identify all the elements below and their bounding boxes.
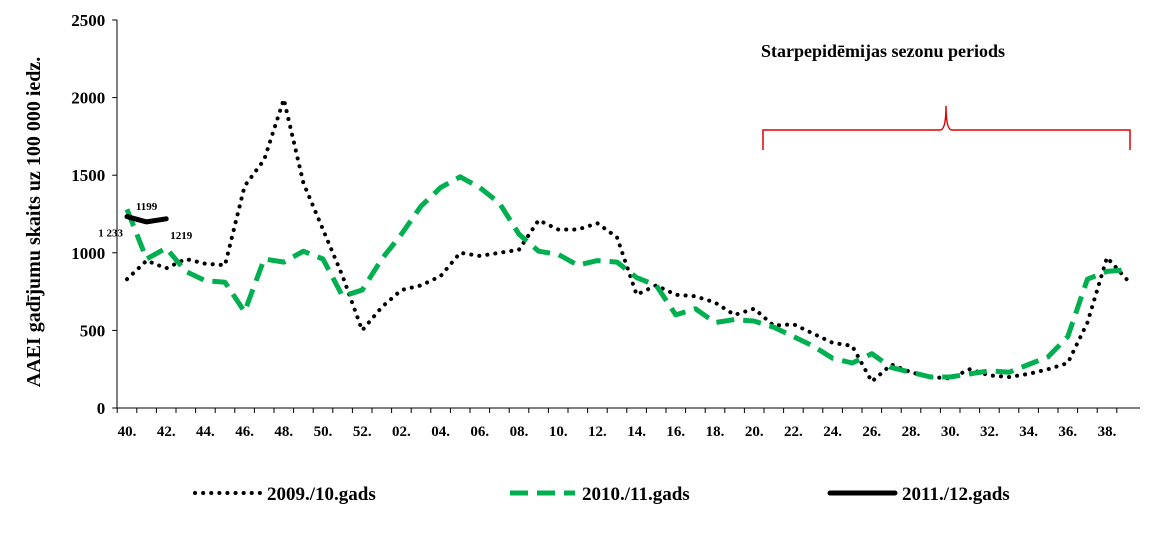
x-tick-label: 16. [666,424,685,440]
value-label: 1 233 [98,228,123,240]
y-tick-label: 1000 [71,244,105,263]
x-tick-label: 04. [431,424,450,440]
x-tick-label: 36. [1058,424,1077,440]
x-tick-label: 08. [510,424,529,440]
y-axis-label: AAEI gadījumu skaits uz 100 000 iedz. [23,57,45,388]
series-line [125,97,1129,384]
y-tick-label: 2500 [71,11,105,30]
x-tick-label: 40. [118,424,137,440]
x-tick-label: 20. [745,424,764,440]
x-tick-label: 22. [784,424,803,440]
value-label: 1199 [136,201,158,213]
x-tick-label: 44. [196,424,215,440]
bracket [762,105,1131,150]
x-tick-label: 38. [1098,424,1117,440]
x-tick-label: 06. [470,424,489,440]
series-line [124,214,169,225]
x-tick-label: 50. [314,424,333,440]
x-tick-label: 14. [627,424,646,440]
x-tick-label: 42. [157,424,176,440]
legend-label: 2010./11.gads [582,484,690,505]
x-tick-label: 32. [980,424,999,440]
y-tick-label: 0 [97,399,106,418]
annotation: Starpepidēmijas sezonu periods [761,41,1005,61]
y-tick-label: 2000 [71,89,105,108]
x-tick-label: 26. [862,424,881,440]
x-tick-label: 34. [1019,424,1038,440]
legend-label: 2011./12.gads [902,484,1010,505]
y-tick-label: 500 [80,321,106,340]
value-label: 1219 [170,230,193,242]
legend-label: 2009./10.gads [267,484,376,505]
x-tick-label: 52. [353,424,372,440]
x-tick-label: 46. [235,424,254,440]
x-tick-label: 48. [274,424,293,440]
x-tick-label: 28. [902,424,921,440]
series-line [124,174,1127,380]
x-tick-label: 10. [549,424,568,440]
x-tick-label: 30. [941,424,960,440]
x-tick-label: 12. [588,424,607,440]
x-tick-label: 18. [706,424,725,440]
x-tick-label: 02. [392,424,411,440]
y-tick-label: 1500 [71,166,105,185]
x-tick-label: 24. [823,424,842,440]
